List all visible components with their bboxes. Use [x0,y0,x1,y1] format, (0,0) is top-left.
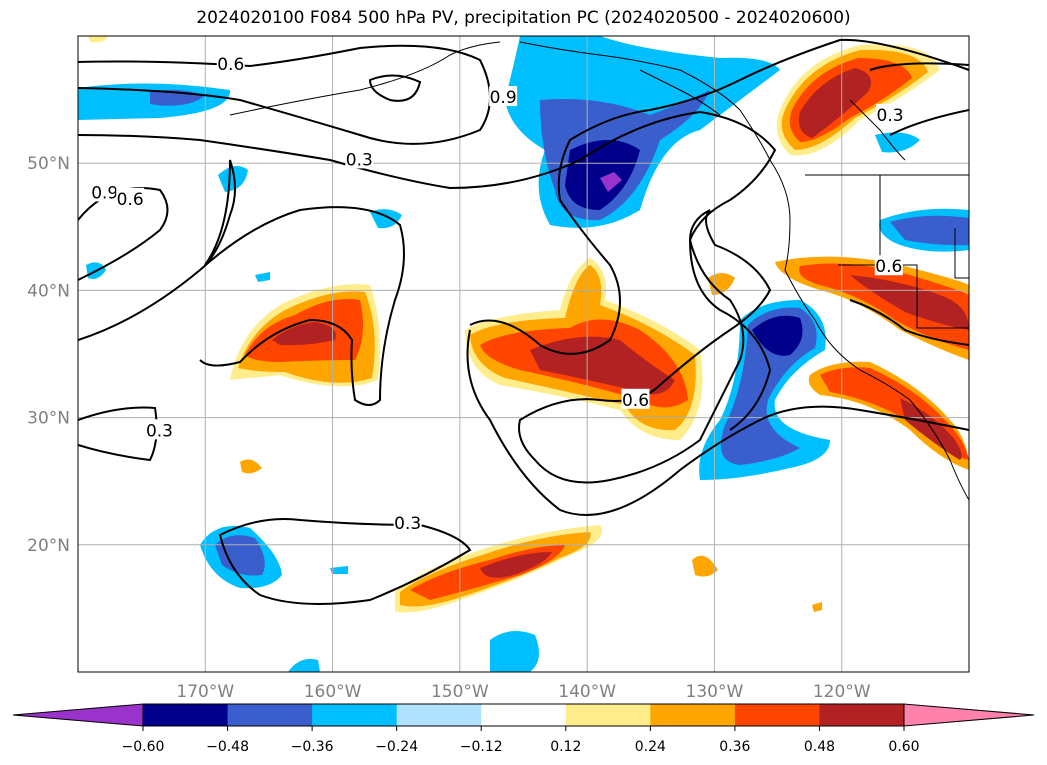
map-frame [77,35,970,673]
lat-tick-label: 30°N [27,409,70,429]
contour-label: 0.3 [877,106,904,126]
contour-label-bg [116,187,145,208]
lon-tick-label: 170°W [176,682,234,702]
contour-label-bg [345,148,374,169]
contour-label-bg [393,512,422,533]
colorbar [12,703,1035,731]
colorbar-extend-low [12,703,144,727]
anomaly-negative [879,208,969,252]
lon-tick-label: 130°W [686,682,744,702]
map-plot-area: 0.60.90.30.90.60.30.60.60.30.3 [78,36,969,672]
colorbar-segment [396,704,482,726]
contour-labels: 0.60.90.30.90.60.30.60.60.30.3 [90,52,905,534]
colorbar-tick-label: 0.60 [888,739,919,755]
contour-label: 0.3 [146,421,173,441]
colorbar-tick-label: 0.12 [550,739,581,755]
contour-label-bg [874,255,903,276]
colorbar-tick-label: −0.48 [206,739,249,755]
contour-label: 0.3 [394,514,421,534]
map-title: 2024020100 F084 500 hPa PV, precipitatio… [196,8,851,28]
contour-label: 0.6 [117,190,144,210]
lon-tick-label: 120°W [813,682,871,702]
lon-tick-label: 140°W [558,682,616,702]
colorbar-segment [227,704,313,726]
colorbar-segment [734,704,820,726]
colorbar-segment [819,704,905,726]
colorbar-extend-high [903,703,1035,727]
colorbar-segment [650,704,736,726]
colorbar-tick-label: −0.60 [122,739,165,755]
colorbar-segment [565,704,651,726]
contour-label: 0.6 [875,257,902,277]
contour-label-bg [90,181,119,202]
contour-label: 0.6 [217,55,244,75]
contour-label: 0.3 [346,150,373,170]
lat-tick-label: 40°N [27,281,70,301]
contour-label: 0.6 [622,391,649,411]
contour-label: 0.9 [91,183,118,203]
colorbar-segment [143,704,229,726]
anomaly-negative [200,526,282,589]
latitude-labels: 20°N 30°N 40°N 50°N [27,154,70,556]
anomaly-positive [776,44,940,156]
lat-tick-label: 50°N [27,154,70,174]
lon-tick-label: 160°W [304,682,362,702]
contour-label-bg [216,52,245,73]
contour-label-bg [876,103,905,124]
contour-label-bg [621,388,650,409]
colorbar-tick-label: −0.36 [291,739,334,755]
lat-tick-label: 20°N [27,536,70,556]
contour-label-bg [489,86,518,107]
colorbar-segment [312,704,398,726]
contour-label: 0.9 [490,88,517,108]
colorbar-tick-label: −0.12 [460,739,503,755]
colorbar-labels: −0.60 −0.48 −0.36 −0.24 −0.12 0.12 0.24 0.36 0.4… [122,739,920,755]
longitude-labels: 170°W 160°W 150°W 140°W 130°W 120°W [176,682,870,702]
anomaly-positive [395,525,602,613]
anomaly-positive [230,284,381,387]
map-grid [78,36,969,672]
contour-label-bg [145,419,174,440]
colorbar-tick-label: 0.48 [804,739,835,755]
coastlines [229,41,969,501]
colorbar-tick-label: −0.24 [375,739,418,755]
colorbar-outline [142,703,905,727]
lon-tick-label: 150°W [431,682,489,702]
colorbar-tick-label: 0.24 [635,739,666,755]
colorbar-segment [481,704,567,726]
colorbar-tick-label: 0.36 [719,739,750,755]
